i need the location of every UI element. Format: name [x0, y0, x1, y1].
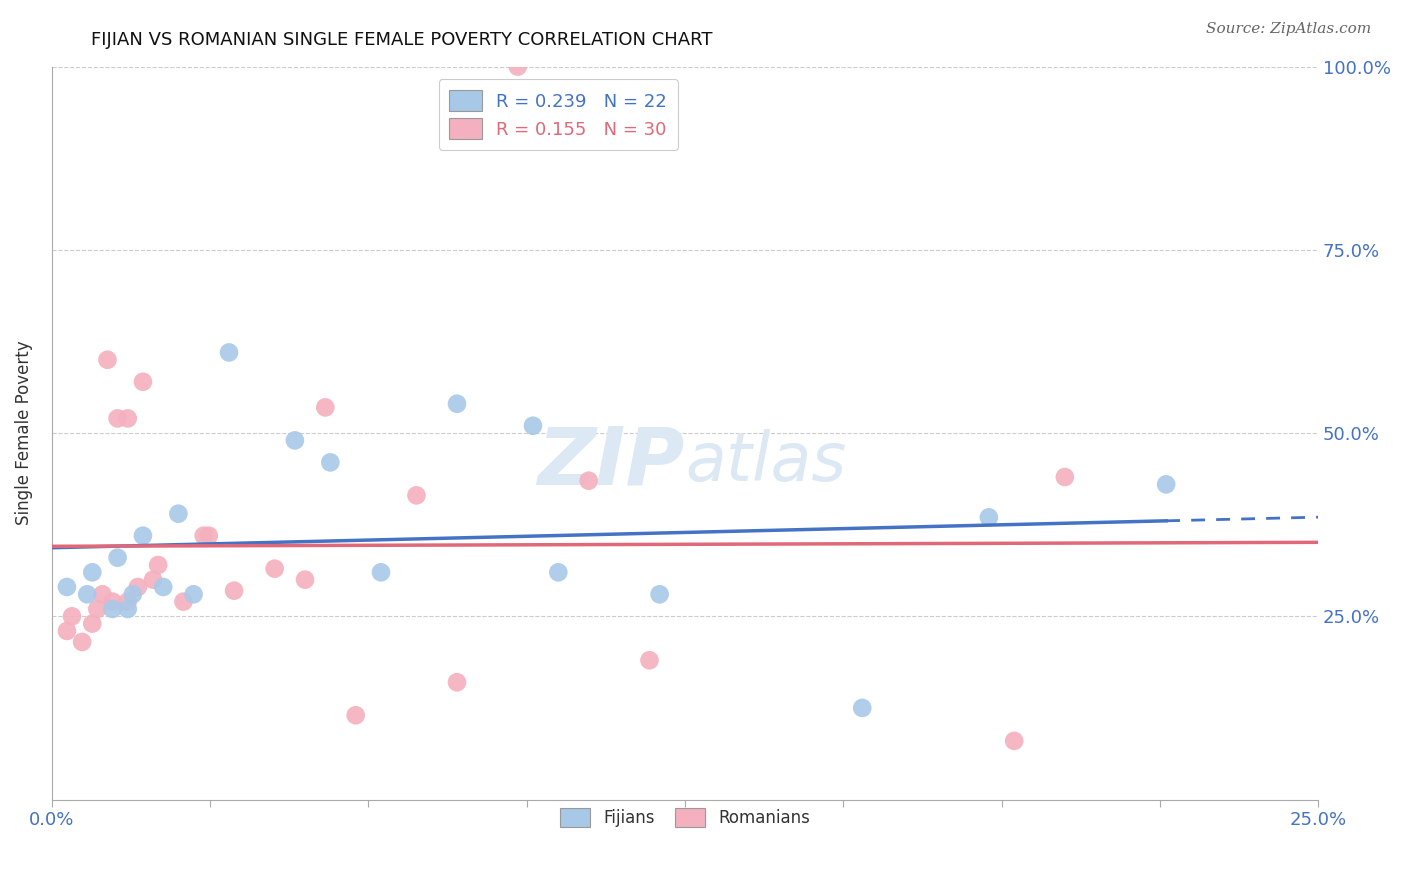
Y-axis label: Single Female Poverty: Single Female Poverty	[15, 341, 32, 525]
Point	[86, 602, 108, 616]
Point	[506, 60, 529, 74]
Point	[101, 594, 124, 608]
Point	[82, 616, 104, 631]
Point	[142, 573, 165, 587]
Point	[82, 566, 104, 580]
Point	[107, 550, 129, 565]
Text: FIJIAN VS ROMANIAN SINGLE FEMALE POVERTY CORRELATION CHART: FIJIAN VS ROMANIAN SINGLE FEMALE POVERTY…	[91, 31, 713, 49]
Point	[446, 397, 468, 411]
Legend: Fijians, Romanians: Fijians, Romanians	[551, 799, 818, 835]
Point	[294, 573, 316, 587]
Point	[1002, 734, 1025, 748]
Text: ZIP: ZIP	[537, 424, 685, 501]
Point	[547, 566, 569, 580]
Point	[638, 653, 661, 667]
Point	[314, 401, 336, 415]
Text: atlas: atlas	[685, 429, 846, 495]
Point	[851, 701, 873, 715]
Point	[132, 375, 155, 389]
Point	[218, 345, 240, 359]
Point	[1053, 470, 1076, 484]
Point	[117, 594, 139, 608]
Point	[224, 583, 246, 598]
Point	[319, 455, 342, 469]
Point	[648, 587, 671, 601]
Point	[132, 529, 155, 543]
Point	[117, 602, 139, 616]
Point	[56, 580, 79, 594]
Point	[284, 434, 307, 448]
Point	[70, 635, 93, 649]
Point	[91, 587, 114, 601]
Point	[183, 587, 205, 601]
Point	[167, 507, 190, 521]
Point	[263, 562, 285, 576]
Point	[344, 708, 367, 723]
Point	[977, 510, 1000, 524]
Point	[522, 418, 544, 433]
Point	[117, 411, 139, 425]
Point	[107, 411, 129, 425]
Point	[152, 580, 174, 594]
Point	[370, 566, 392, 580]
Point	[56, 624, 79, 638]
Point	[405, 488, 427, 502]
Point	[578, 474, 600, 488]
Point	[193, 529, 215, 543]
Point	[121, 587, 143, 601]
Point	[76, 587, 98, 601]
Point	[60, 609, 83, 624]
Point	[127, 580, 149, 594]
Point	[446, 675, 468, 690]
Point	[101, 602, 124, 616]
Point	[146, 558, 169, 572]
Point	[1154, 477, 1177, 491]
Point	[197, 529, 219, 543]
Text: Source: ZipAtlas.com: Source: ZipAtlas.com	[1205, 22, 1371, 37]
Point	[172, 594, 194, 608]
Point	[96, 352, 118, 367]
